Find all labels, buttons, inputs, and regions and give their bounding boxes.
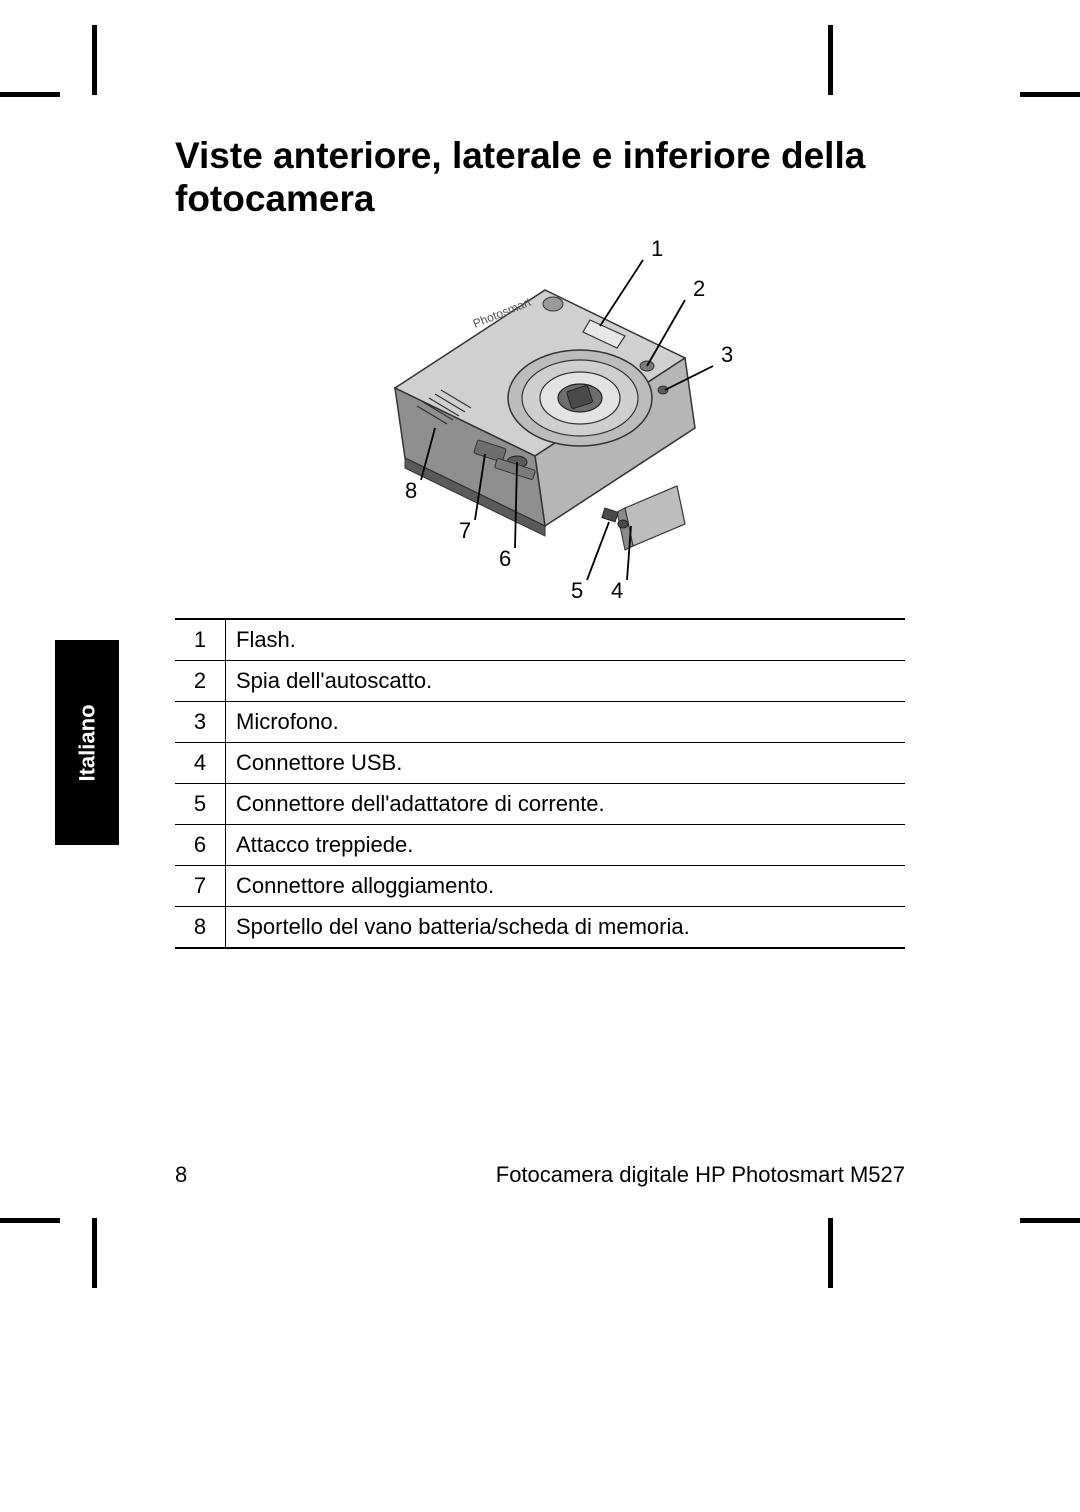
language-tab: Italiano [55,640,119,845]
table-row: 3Microfono. [175,702,905,743]
part-label: Flash. [226,619,906,661]
part-number: 4 [175,743,226,784]
language-label: Italiano [74,704,100,781]
footer-text: Fotocamera digitale HP Photosmart M527 [496,1162,905,1188]
part-label: Connettore dell'adattatore di corrente. [226,784,906,825]
part-number: 2 [175,661,226,702]
table-row: 6Attacco treppiede. [175,825,905,866]
callout-label: 5 [571,578,583,598]
part-label: Connettore alloggiamento. [226,866,906,907]
table-row: 7Connettore alloggiamento. [175,866,905,907]
callout-label: 8 [405,478,417,503]
part-number: 8 [175,907,226,949]
part-label: Connettore USB. [226,743,906,784]
part-number: 5 [175,784,226,825]
part-number: 6 [175,825,226,866]
part-label: Microfono. [226,702,906,743]
callout-label: 2 [693,276,705,301]
table-row: 2Spia dell'autoscatto. [175,661,905,702]
part-label: Attacco treppiede. [226,825,906,866]
part-number: 7 [175,866,226,907]
part-label: Sportello del vano batteria/scheda di me… [226,907,906,949]
page-footer: 8 Fotocamera digitale HP Photosmart M527 [175,1162,905,1188]
page-content: Viste anteriore, laterale e inferiore de… [175,135,905,949]
callout-label: 1 [651,238,663,261]
callout-label: 7 [459,518,471,543]
parts-table: 1Flash.2Spia dell'autoscatto.3Microfono.… [175,618,905,949]
page-number: 8 [175,1162,187,1188]
part-label: Spia dell'autoscatto. [226,661,906,702]
table-row: 5Connettore dell'adattatore di corrente. [175,784,905,825]
camera-diagram: Photosmart [175,238,905,598]
table-row: 1Flash. [175,619,905,661]
part-number: 3 [175,702,226,743]
callout-label: 6 [499,546,511,571]
page-title: Viste anteriore, laterale e inferiore de… [175,135,905,220]
table-row: 8Sportello del vano batteria/scheda di m… [175,907,905,949]
part-number: 1 [175,619,226,661]
callout-label: 4 [611,578,623,598]
camera-svg: Photosmart [325,238,755,598]
table-row: 4Connettore USB. [175,743,905,784]
callout-label: 3 [721,342,733,367]
